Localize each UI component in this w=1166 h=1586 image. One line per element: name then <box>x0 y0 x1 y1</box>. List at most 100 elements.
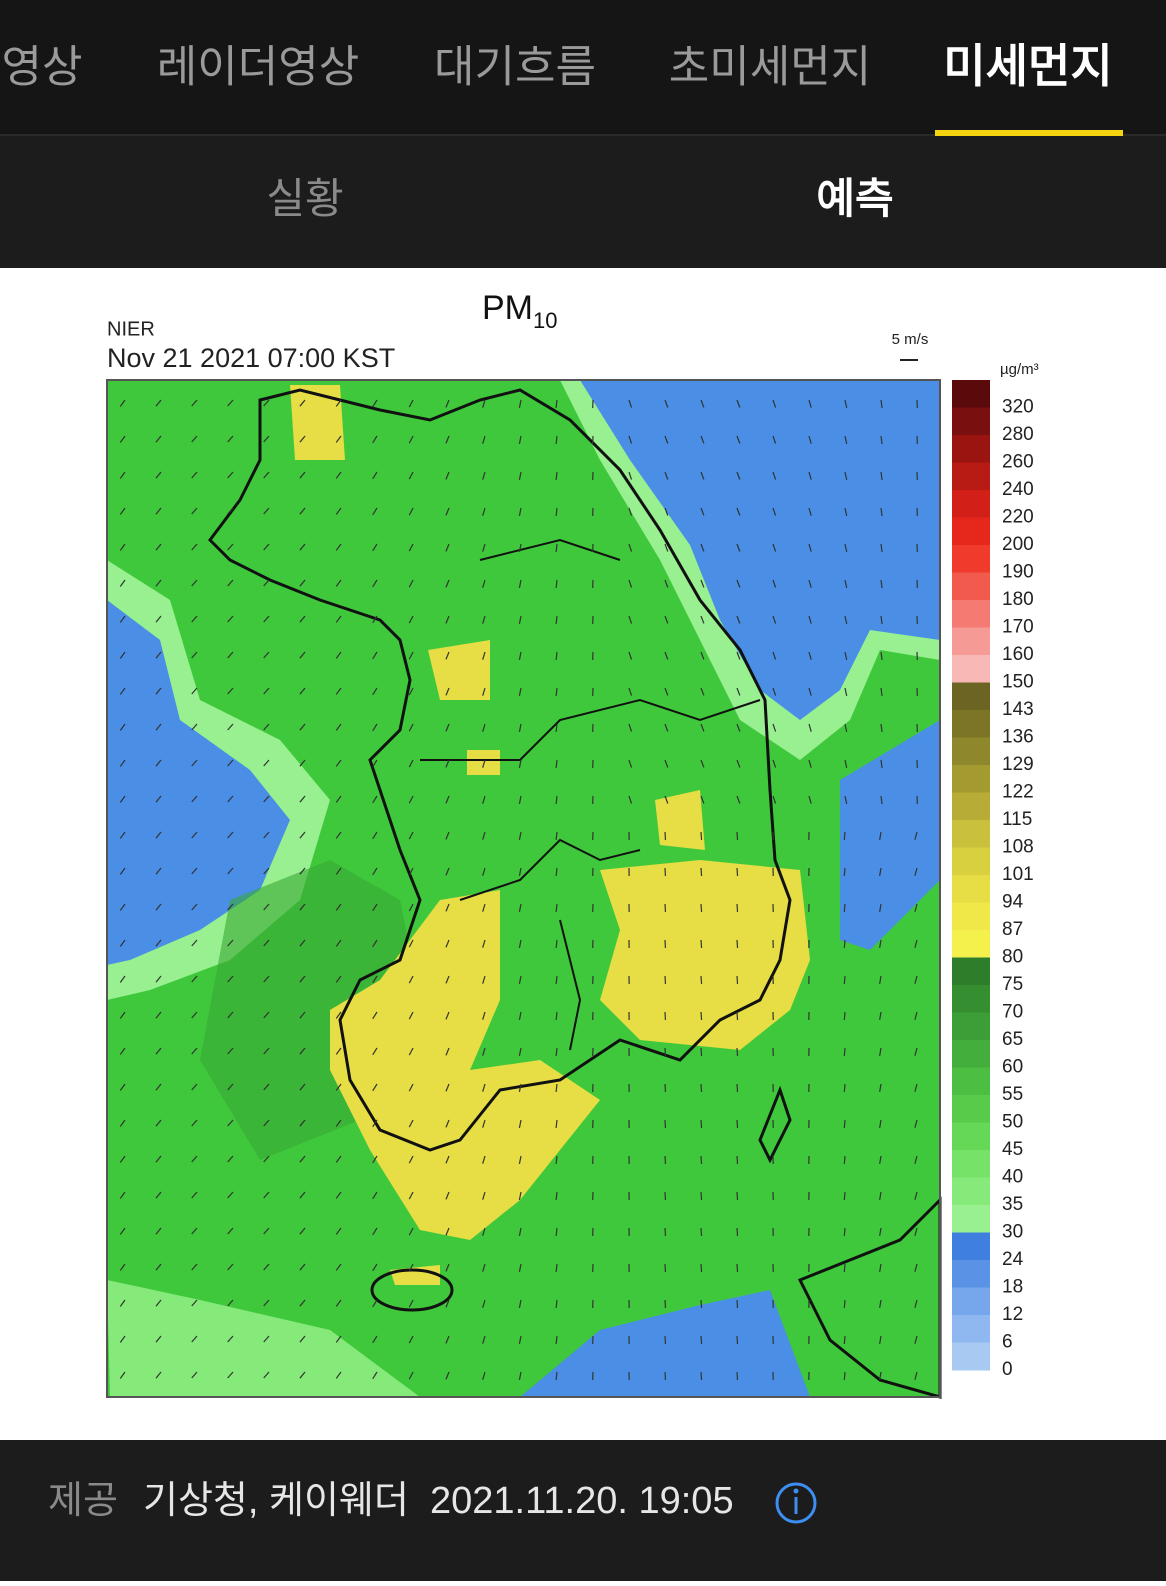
colorbar-label: 240 <box>1002 479 1034 500</box>
tab-active[interactable]: 미세먼지 <box>943 40 1112 92</box>
wind-arrow <box>701 1300 702 1308</box>
colorbar-swatch <box>952 1233 990 1261</box>
sub-tab-bar <box>0 135 1166 268</box>
colorbar-swatch <box>952 875 990 903</box>
unit: µg/m³ <box>1000 361 1039 378</box>
colorbar-swatch <box>952 435 990 463</box>
wind-arrow <box>737 976 738 984</box>
wind-arrow <box>844 1300 845 1308</box>
source: NIER <box>107 318 155 340</box>
colorbar-swatch <box>952 628 990 656</box>
wind-arrow <box>844 940 845 948</box>
wind-arrow <box>701 940 702 948</box>
colorbar-label: 60 <box>1002 1057 1023 1078</box>
colorbar-swatch <box>952 545 990 573</box>
map-figure: PM10 NIER Nov 21 2021 07:00 KST 5 m/s µg… <box>107 289 1039 1397</box>
colorbar-label: 12 <box>1002 1304 1023 1325</box>
tab[interactable]: 대기흐름 <box>434 43 596 92</box>
colorbar-swatch <box>952 793 990 821</box>
colorbar-label: 129 <box>1002 754 1034 775</box>
high-pm-area <box>467 750 500 775</box>
wind-arrow <box>844 1156 845 1164</box>
colorbar-label: 18 <box>1002 1277 1023 1298</box>
wind-arrow <box>844 1012 845 1020</box>
wind-arrow <box>737 1264 738 1272</box>
wind-arrow <box>701 1156 702 1164</box>
colorbar-swatch <box>952 1150 990 1178</box>
colorbar-label: 115 <box>1002 809 1032 830</box>
colorbar-swatch <box>952 848 990 876</box>
colorbar-label: 35 <box>1002 1194 1023 1215</box>
colorbar-label: 30 <box>1002 1222 1023 1243</box>
wind-arrow <box>844 1192 845 1200</box>
colorbar-swatch <box>952 765 990 793</box>
wind-arrow <box>701 1048 702 1056</box>
colorbar-swatch <box>952 380 990 408</box>
colorbar-label: 24 <box>1002 1249 1024 1270</box>
colorbar-swatch <box>952 738 990 766</box>
colorbar-label: 143 <box>1002 699 1034 720</box>
footer-providers: 기상청, 케이웨더 <box>143 1480 409 1522</box>
footer-label: 제공 <box>48 1480 118 1522</box>
colorbar-swatch <box>952 1178 990 1206</box>
colorbar-swatch <box>952 985 990 1013</box>
wind-arrow <box>844 832 845 840</box>
high-pm-area <box>290 385 345 460</box>
colorbar-label: 108 <box>1002 837 1034 858</box>
tab[interactable]: 레이더영상 <box>157 43 359 92</box>
colorbar-swatch <box>952 490 990 518</box>
colorbar-label: 220 <box>1002 507 1034 528</box>
colorbar-swatch <box>952 1040 990 1068</box>
colorbar-swatch <box>952 573 990 601</box>
wind-arrow <box>737 904 738 912</box>
tab[interactable]: 영상 <box>2 43 83 92</box>
wind-arrow <box>844 1084 845 1092</box>
colorbar-swatch <box>952 930 990 958</box>
wind-arrow <box>701 1012 702 1020</box>
colorbar-swatch <box>952 820 990 848</box>
title-main: PM <box>482 289 533 327</box>
wind-scale: 5 m/s <box>892 331 929 348</box>
colorbar-label: 65 <box>1002 1029 1023 1050</box>
wind-arrow <box>737 868 738 876</box>
wind-arrow <box>844 904 845 912</box>
colorbar-label: 101 <box>1002 864 1034 885</box>
sub-tab[interactable]: 실황 <box>266 175 343 222</box>
colorbar-swatch <box>952 1095 990 1123</box>
wind-arrow <box>737 1012 738 1020</box>
wind-arrow <box>737 832 738 840</box>
wind-arrow <box>701 1084 702 1092</box>
wind-arrow <box>737 1048 738 1056</box>
colorbar-swatch <box>952 1260 990 1288</box>
wind-arrow <box>701 976 702 984</box>
colorbar-swatch <box>952 1068 990 1096</box>
wind-arrow <box>701 1264 702 1272</box>
colorbar-swatch <box>952 1315 990 1343</box>
wind-arrow <box>701 1192 702 1200</box>
colorbar-label: 6 <box>1002 1332 1013 1353</box>
colorbar-swatch <box>952 903 990 931</box>
colorbar-label: 280 <box>1002 424 1034 445</box>
map-title: PM10 <box>482 289 557 333</box>
wind-arrow <box>701 904 702 912</box>
sub-tab-active[interactable]: 예측 <box>816 175 893 222</box>
wind-arrow <box>737 1300 738 1308</box>
colorbar-label: 55 <box>1002 1084 1023 1105</box>
wind-arrow <box>737 1336 738 1344</box>
wind-arrow <box>844 1120 845 1128</box>
colorbar-swatch <box>952 1123 990 1151</box>
wind-arrow <box>737 1084 738 1092</box>
info-icon-dot <box>794 1489 799 1494</box>
colorbar-label: 87 <box>1002 919 1023 940</box>
colorbar-label: 260 <box>1002 452 1034 473</box>
colorbar-swatch <box>952 463 990 491</box>
colorbar-label: 190 <box>1002 562 1034 583</box>
colorbar-swatch <box>952 1288 990 1316</box>
wind-arrow <box>844 1228 845 1236</box>
colorbar-label: 70 <box>1002 1002 1023 1023</box>
colorbar-label: 50 <box>1002 1112 1023 1133</box>
colorbar-label: 0 <box>1002 1359 1013 1380</box>
colorbar-swatch <box>952 518 990 546</box>
tab[interactable]: 초미세먼지 <box>669 43 871 92</box>
